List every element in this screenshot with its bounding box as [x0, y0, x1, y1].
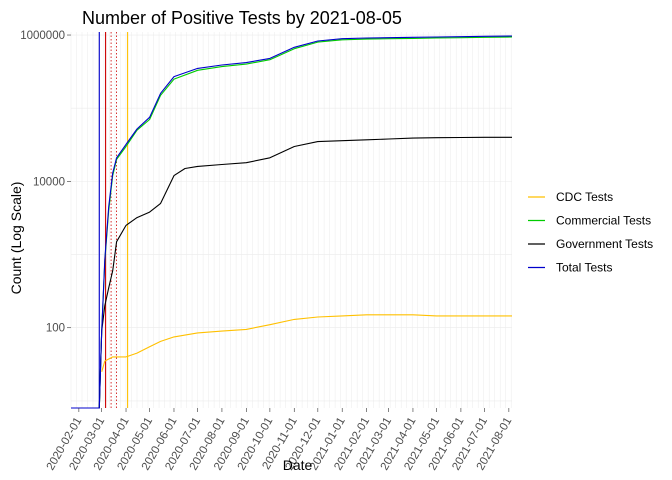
y-tick-label: 1000000: [20, 30, 65, 42]
legend-label: Total Tests: [556, 261, 612, 275]
legend-label: Commercial Tests: [556, 214, 651, 228]
legend-label: CDC Tests: [556, 190, 613, 204]
y-axis-title: Count (Log Scale): [8, 182, 24, 295]
chart-title: Number of Positive Tests by 2021-08-05: [82, 8, 402, 28]
grid: [70, 32, 512, 408]
series-lines: [71, 35, 513, 409]
y-tick-label: 10000: [33, 176, 65, 188]
x-axis: 2020-02-012020-03-012020-04-012020-05-01…: [45, 408, 514, 472]
y-axis: 100 10000 1000000: [20, 30, 71, 335]
y-tick-label: 100: [46, 323, 65, 335]
legend-label: Government Tests: [556, 237, 653, 251]
reference-lines: [98, 32, 129, 408]
series-line-total-tests: [71, 35, 513, 409]
series-line-cdc-tests: [101, 314, 512, 372]
x-axis-title: Date: [283, 457, 313, 473]
series-line-government-tests: [71, 136, 512, 409]
legend: CDC Tests Commercial Tests Government Test…: [528, 190, 653, 275]
